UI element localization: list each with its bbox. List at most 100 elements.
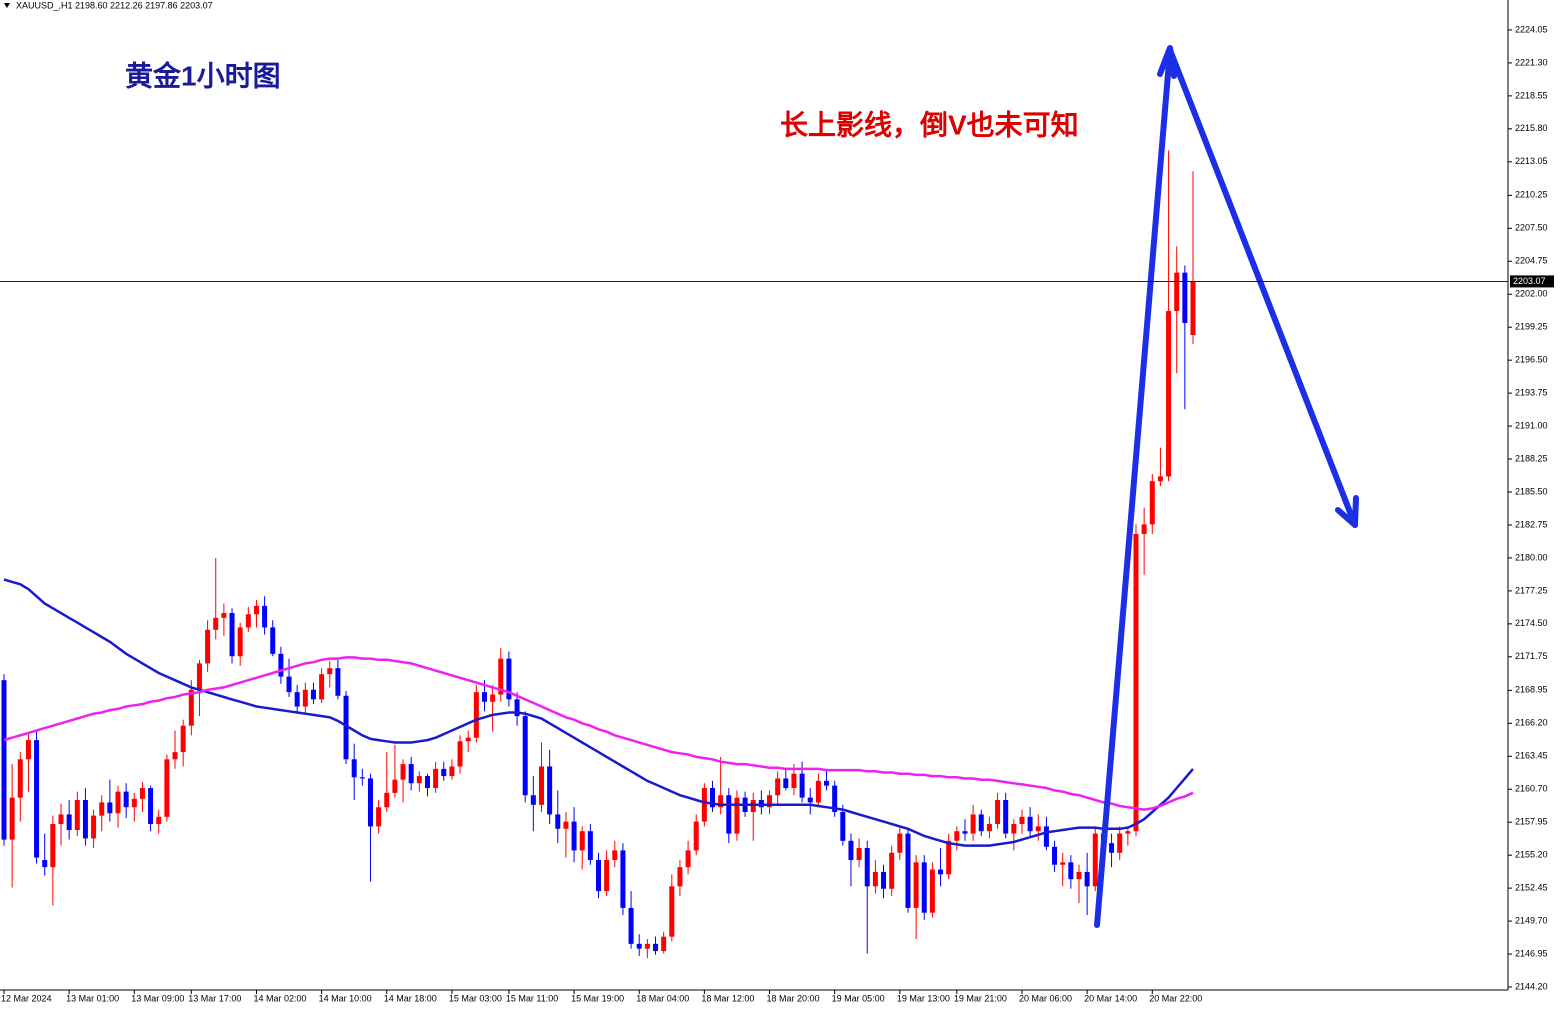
candle [416, 771, 422, 792]
candle-body [661, 936, 667, 952]
candle [302, 682, 308, 714]
candle-body [1011, 824, 1017, 834]
candle-body [1182, 272, 1188, 324]
candle [91, 809, 97, 848]
candle [50, 815, 56, 906]
y-tick-label: 2202.00 [1515, 289, 1548, 299]
candle-body [335, 668, 341, 696]
candle-body [929, 869, 935, 913]
y-tick-label: 2188.25 [1515, 453, 1548, 463]
candle-body [82, 800, 88, 839]
y-tick-label: 2215.80 [1515, 123, 1548, 133]
y-tick-label: 2152.45 [1515, 882, 1548, 892]
candle-body [701, 788, 707, 822]
candle-body [547, 766, 553, 815]
candle [123, 783, 129, 819]
candle-body [180, 725, 186, 753]
y-tick-label: 2160.70 [1515, 784, 1548, 794]
x-tick-label: 18 Mar 20:00 [767, 993, 820, 1003]
candle [270, 620, 276, 657]
candle [538, 742, 544, 813]
candle [457, 735, 463, 774]
candle-body [441, 768, 447, 777]
candle [881, 864, 887, 899]
candle-body [1133, 533, 1139, 832]
candle [848, 833, 854, 887]
candle [929, 862, 935, 918]
candle-body [310, 689, 316, 700]
candle [856, 838, 862, 868]
candle [156, 809, 162, 834]
candle [229, 608, 235, 664]
y-tick-label: 2213.05 [1515, 156, 1548, 166]
y-tick-label: 2166.20 [1515, 718, 1548, 728]
candle-body [1109, 843, 1115, 853]
x-tick-label: 15 Mar 11:00 [506, 993, 558, 1003]
candle [653, 936, 659, 955]
x-tick-label: 18 Mar 04:00 [636, 993, 689, 1003]
x-tick-label: 14 Mar 18:00 [384, 993, 437, 1003]
candle-body [1052, 846, 1058, 865]
candle-body [506, 658, 512, 700]
candle [921, 855, 927, 920]
candle-body [294, 692, 300, 707]
candle-body [473, 692, 479, 738]
x-tick-label: 14 Mar 02:00 [253, 993, 306, 1003]
candle-body [408, 764, 414, 784]
candle-body [514, 699, 520, 717]
candle-body [66, 814, 72, 830]
candle-body [1003, 800, 1009, 834]
candle-body [498, 658, 504, 695]
candle [995, 792, 1001, 829]
candle [1166, 150, 1172, 482]
candle-body [449, 766, 455, 777]
candle [978, 809, 984, 836]
candle [889, 845, 895, 896]
x-tick-label: 19 Mar 21:00 [954, 993, 1007, 1003]
candle [1174, 246, 1180, 374]
candle-body [970, 814, 976, 834]
candle-body [710, 788, 716, 808]
x-tick-label: 20 Mar 14:00 [1084, 993, 1137, 1003]
candle [555, 790, 561, 844]
candle-body [587, 831, 593, 860]
candle-body [978, 814, 984, 832]
candle-body [628, 907, 634, 944]
candle-body [465, 737, 471, 742]
candle-body [481, 692, 487, 702]
candle-body [213, 617, 219, 630]
candle [245, 607, 251, 633]
candle [196, 659, 202, 717]
candle [1019, 809, 1025, 834]
candle [327, 660, 333, 688]
candle-body [359, 777, 365, 779]
candle-body [856, 847, 862, 860]
x-tick-label: 15 Mar 03:00 [449, 993, 502, 1003]
candle-body [864, 847, 870, 887]
y-tick-label: 2146.95 [1515, 948, 1548, 958]
candle-body [1092, 833, 1098, 887]
candle-body [669, 886, 675, 937]
y-tick-label: 2171.75 [1515, 651, 1548, 661]
candle-body [164, 759, 170, 817]
candle [1, 674, 7, 846]
current-price-box [1510, 275, 1554, 288]
y-tick-label: 2157.95 [1515, 817, 1548, 827]
candle-body [604, 859, 610, 892]
candle [34, 730, 40, 864]
candle-body [123, 791, 129, 808]
y-tick-label: 2221.30 [1515, 57, 1548, 67]
symbol-header: XAUUSD_,H1 2198.60 2212.26 2197.86 2203.… [16, 0, 213, 10]
candle-body [131, 798, 137, 808]
x-tick-label: 15 Mar 19:00 [571, 993, 624, 1003]
candle [620, 843, 626, 916]
y-tick-label: 2199.25 [1515, 322, 1548, 332]
candle [644, 939, 650, 959]
candle [262, 596, 268, 635]
candle-body [954, 831, 960, 841]
candle-body [1019, 816, 1025, 825]
candle-body [555, 814, 561, 829]
y-tick-label: 2155.20 [1515, 850, 1548, 860]
